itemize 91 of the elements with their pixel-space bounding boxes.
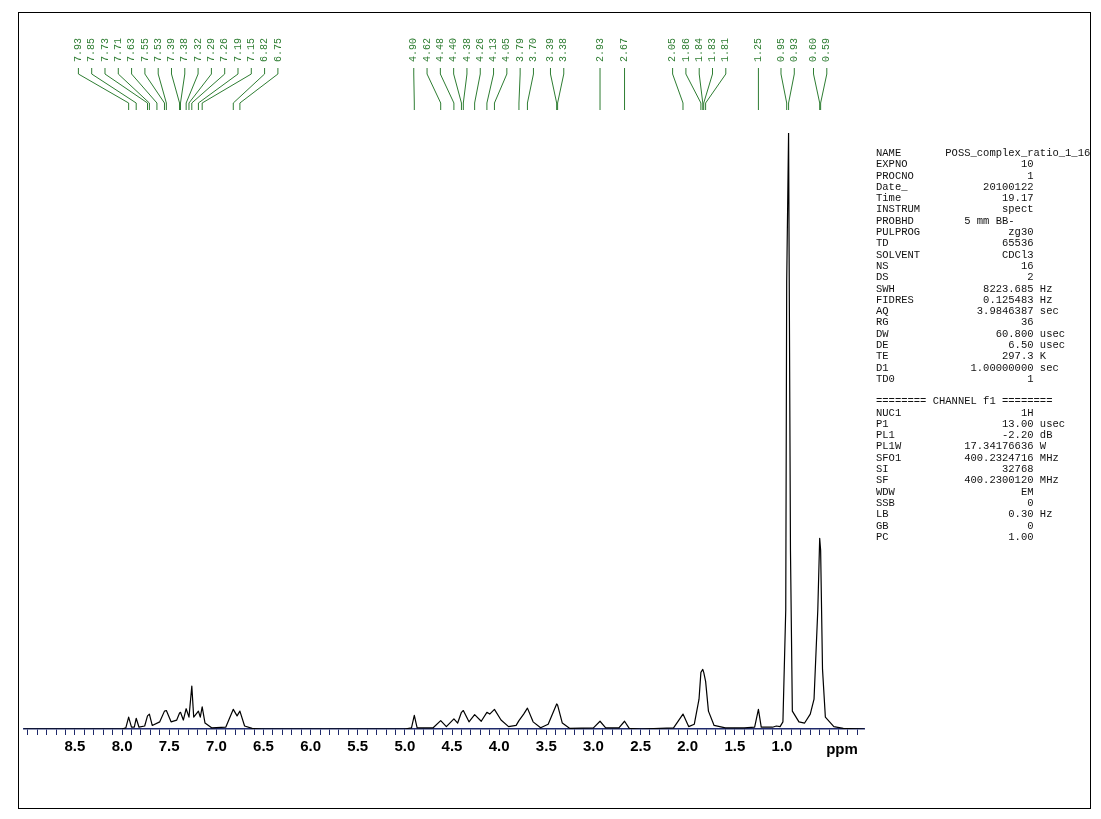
annotation: 7.53 xyxy=(152,37,164,62)
annotation: 1.83 xyxy=(707,37,719,62)
annotation: 7.55 xyxy=(139,37,151,62)
text: SOLVENT CDCl3 xyxy=(876,248,1035,261)
x-tick-label: 8.0 xyxy=(111,737,133,755)
annotation: 1.84 xyxy=(693,37,705,62)
annotation: 6.75 xyxy=(272,37,284,62)
x-tick-label: 5.0 xyxy=(394,737,416,755)
text: NAME POSS_complex_ratio_1_16 xyxy=(876,147,1091,160)
annotation: 4.90 xyxy=(408,37,420,62)
annotation: 7.29 xyxy=(206,37,218,62)
annotation: 7.39 xyxy=(166,37,178,62)
x-tick-label: 8.5 xyxy=(64,737,86,755)
text: PL1W 17.34176636 W xyxy=(876,440,1048,453)
text: SF 400.2300120 MHz xyxy=(876,474,1060,487)
annotation: 7.85 xyxy=(86,37,98,62)
x-tick-label: 6.0 xyxy=(300,737,322,755)
text: Time 19.17 xyxy=(876,192,1035,205)
annotation: 7.93 xyxy=(73,37,85,62)
annotation: 3.38 xyxy=(558,37,570,62)
x-tick-label: 4.5 xyxy=(441,737,463,755)
annotation: 3.39 xyxy=(545,37,557,62)
x-tick-label: 3.0 xyxy=(583,737,604,755)
annotation: 4.62 xyxy=(421,37,433,62)
text: PL1 -2.20 dB xyxy=(876,429,1054,442)
annotation: 3.79 xyxy=(514,37,526,62)
text: DW 60.800 usec xyxy=(876,327,1067,341)
x-tick-label: 2.0 xyxy=(677,737,699,755)
text: PC 1.00 xyxy=(876,530,1035,544)
text: RG 36 xyxy=(876,316,1035,329)
x-tick-label: 5.5 xyxy=(347,737,369,755)
x-tick-label: 7.5 xyxy=(158,737,180,755)
annotation: 7.26 xyxy=(219,37,231,62)
annotation: 1.81 xyxy=(720,37,732,62)
annotation: 1.86 xyxy=(680,37,692,62)
text: DE 6.50 usec xyxy=(876,339,1067,352)
x-tick-label: 1.5 xyxy=(724,737,746,755)
text: FIDRES 0.125483 Hz xyxy=(876,293,1054,307)
text: PULPROG zg30 xyxy=(876,226,1035,239)
x-tick-label: 6.5 xyxy=(253,737,274,755)
annotation: 7.63 xyxy=(126,37,138,62)
annotation: 6.82 xyxy=(259,37,271,62)
text: EXPNO 10 xyxy=(876,158,1035,171)
text: WDW EM xyxy=(876,485,1035,498)
x-tick-label: 4.0 xyxy=(488,737,510,755)
text: ======== CHANNEL f1 ======== xyxy=(876,395,1054,408)
annotation: 4.48 xyxy=(434,37,446,62)
text: SI 32768 xyxy=(876,463,1035,476)
x-axis-title: ppm xyxy=(826,739,858,757)
x-tick-label: 2.5 xyxy=(630,737,651,755)
text: TD0 1 xyxy=(876,372,1035,386)
annotation: 2.93 xyxy=(594,37,606,62)
annotation: 0.60 xyxy=(808,37,820,62)
text: PROCNO 1 xyxy=(876,169,1035,182)
annotation: 4.26 xyxy=(474,37,486,62)
annotation: 2.05 xyxy=(667,37,679,62)
text: NS 16 xyxy=(876,259,1035,273)
text: GB 0 xyxy=(876,519,1035,532)
annotation: 0.95 xyxy=(775,37,787,62)
x-tick-label: 3.5 xyxy=(535,737,557,755)
x-tick-label: 1.0 xyxy=(771,737,793,755)
annotation: 7.38 xyxy=(179,37,191,62)
annotation: 7.73 xyxy=(99,37,111,62)
annotation: 7.32 xyxy=(192,37,204,62)
text: DS 2 xyxy=(876,271,1035,284)
x-tick-label: 7.0 xyxy=(205,737,227,755)
text: TD 65536 xyxy=(876,237,1035,250)
annotation: 0.59 xyxy=(821,37,833,62)
text: P1 13.00 usec xyxy=(876,417,1067,430)
text: SWH 8223.685 Hz xyxy=(876,282,1054,295)
text: Date_ 20100122 xyxy=(876,180,1035,193)
annotation: 1.25 xyxy=(753,37,765,62)
text: INSTRUM spect xyxy=(876,203,1035,216)
annotation: 4.38 xyxy=(461,37,473,62)
text: SFO1 400.2324716 MHz xyxy=(876,451,1060,465)
annotation: 7.19 xyxy=(232,37,244,62)
annotation: 4.05 xyxy=(501,37,513,62)
text: NUC1 1H xyxy=(876,406,1035,419)
annotation: 4.13 xyxy=(488,37,500,62)
text: PROBHD 5 mm BB- xyxy=(876,214,1016,228)
annotation: 7.71 xyxy=(112,37,124,62)
text: TE 297.3 K xyxy=(876,350,1048,363)
annotation: 0.93 xyxy=(788,37,800,62)
text: AQ 3.9846387 sec xyxy=(876,305,1060,318)
text: SSB 0 xyxy=(876,496,1035,510)
text: D1 1.00000000 sec xyxy=(876,361,1060,374)
text: LB 0.30 Hz xyxy=(876,508,1054,521)
annotation: 2.67 xyxy=(619,37,631,62)
annotation: 7.15 xyxy=(245,37,257,62)
annotation: 4.40 xyxy=(448,37,460,62)
annotation: 3.70 xyxy=(528,37,540,62)
